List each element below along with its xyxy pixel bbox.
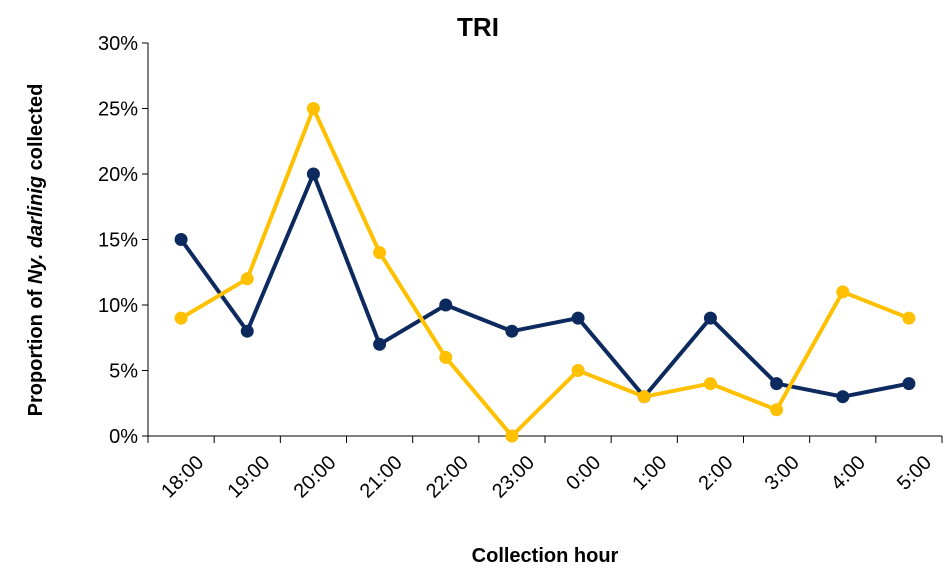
point	[770, 403, 784, 417]
x-tick-label: 18:00	[157, 452, 208, 503]
point	[703, 311, 717, 325]
x-axis-label: Collection hour	[472, 545, 619, 567]
y-tick-label: 0%	[109, 426, 138, 448]
point	[770, 377, 784, 391]
point	[902, 377, 916, 391]
point	[174, 233, 188, 246]
point	[306, 167, 320, 181]
x-tick-label: 1:00	[628, 452, 671, 495]
series-line	[179, 172, 910, 399]
point	[373, 337, 387, 351]
point	[703, 377, 717, 391]
point	[240, 272, 254, 286]
y-tick-label: 20%	[98, 164, 138, 186]
x-tick-label: 19:00	[223, 452, 274, 503]
y-axis-label: Proportion of Ny. darlinig collected	[25, 84, 47, 417]
point	[240, 324, 254, 338]
y-tick-label: 5%	[109, 361, 138, 383]
point	[439, 298, 453, 312]
y-label-part: collected	[25, 84, 47, 171]
x-tick-label: 3:00	[761, 452, 804, 495]
y-label-italic: Ny. darlinig	[25, 176, 47, 284]
point	[836, 390, 850, 404]
x-tick-label: 20:00	[290, 452, 341, 503]
x-tick-label: 5:00	[893, 452, 936, 495]
y-tick-label: 15%	[98, 230, 138, 252]
x-tick-label: 22:00	[422, 452, 473, 503]
x-tick-label: 0:00	[562, 452, 605, 495]
point	[505, 429, 519, 443]
y-tick-label: 25%	[98, 99, 138, 121]
y-label-part: Proportion of	[25, 289, 47, 416]
point	[306, 102, 320, 115]
chart-title: TRI	[457, 12, 499, 42]
point	[571, 364, 585, 377]
x-tick-label: 2:00	[694, 452, 737, 495]
point	[902, 311, 916, 325]
series-line	[180, 106, 910, 438]
y-tick-label: 30%	[98, 33, 138, 55]
y-tick-label: 10%	[98, 295, 138, 317]
point	[836, 285, 850, 299]
x-tick-label: 21:00	[356, 452, 407, 503]
point	[439, 350, 453, 364]
point	[505, 324, 519, 338]
point	[571, 311, 585, 325]
x-tick-label: 4:00	[827, 452, 870, 495]
point	[637, 390, 651, 404]
point	[174, 311, 188, 325]
x-tick-label: 23:00	[488, 452, 539, 503]
point	[373, 246, 387, 260]
